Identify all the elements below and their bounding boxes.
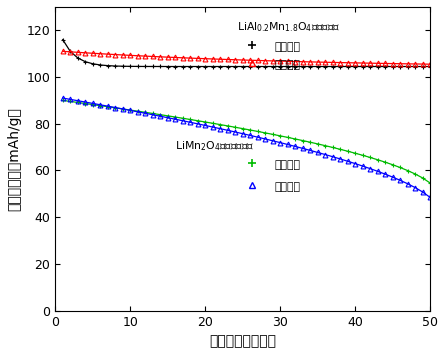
X-axis label: 充放電サイクル数: 充放電サイクル数: [209, 334, 276, 348]
Y-axis label: 充放電容量（mAh/g）: 充放電容量（mAh/g）: [7, 107, 21, 211]
Text: 充電容量: 充電容量: [275, 42, 300, 52]
Text: 充電容量: 充電容量: [275, 160, 300, 170]
Text: LiMn$_2$O$_4$（無置換体）: LiMn$_2$O$_4$（無置換体）: [175, 139, 255, 153]
Text: 放電容量: 放電容量: [275, 60, 300, 70]
Text: LiAl$_{0.2}$Mn$_{1.8}$O$_4$（置換体）: LiAl$_{0.2}$Mn$_{1.8}$O$_4$（置換体）: [237, 21, 340, 34]
Text: 放電容量: 放電容量: [275, 181, 300, 192]
